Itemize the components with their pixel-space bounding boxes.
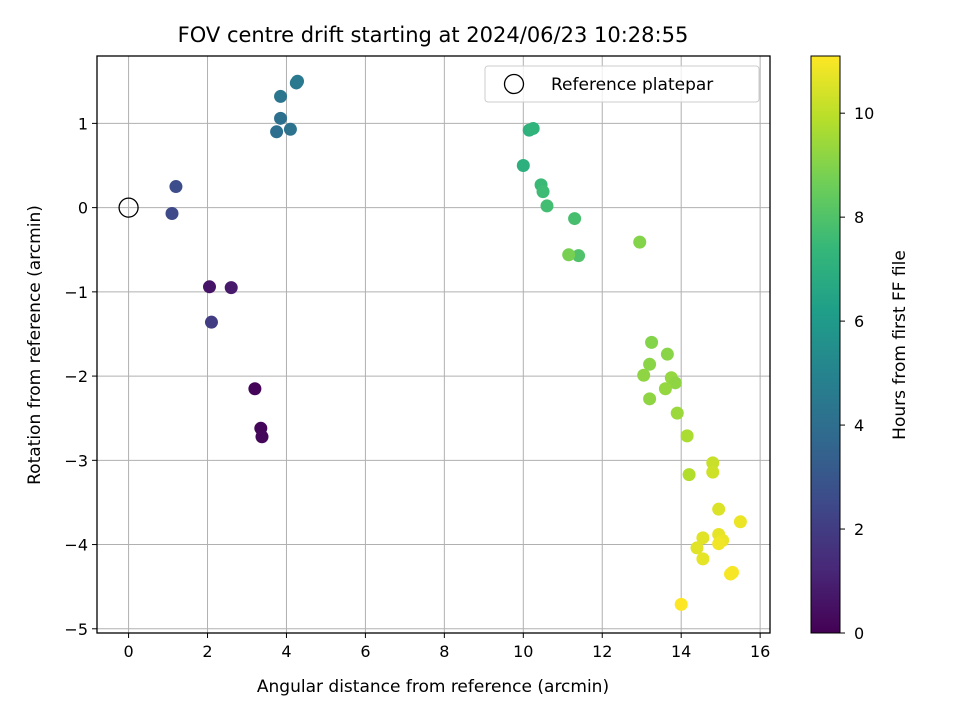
data-point bbox=[572, 249, 586, 263]
data-point bbox=[526, 121, 540, 135]
data-points bbox=[118, 74, 747, 611]
data-point bbox=[562, 248, 576, 262]
data-point bbox=[733, 515, 747, 529]
colorbar-scale bbox=[810, 55, 841, 634]
data-point bbox=[696, 531, 710, 545]
data-point bbox=[169, 180, 183, 194]
data-point bbox=[255, 430, 269, 444]
data-point bbox=[165, 207, 179, 221]
y-tick-label: −3 bbox=[64, 451, 88, 470]
plot-frame bbox=[96, 55, 771, 634]
data-point bbox=[633, 235, 647, 249]
data-point bbox=[516, 159, 530, 173]
data-point bbox=[204, 315, 218, 329]
y-axis-label: Rotation from reference (arcmin) bbox=[25, 205, 45, 485]
colorbar-tick-label: 2 bbox=[854, 520, 864, 539]
data-point bbox=[643, 392, 657, 406]
data-point bbox=[202, 280, 216, 294]
data-point bbox=[682, 468, 696, 482]
x-tick-label: 8 bbox=[439, 642, 449, 661]
x-tick-label: 14 bbox=[671, 642, 691, 661]
colorbar-tick-label: 4 bbox=[854, 416, 864, 435]
y-tick-label: 0 bbox=[78, 199, 88, 218]
data-point bbox=[660, 347, 674, 361]
x-tick-label: 0 bbox=[123, 642, 133, 661]
data-point bbox=[658, 382, 672, 396]
y-tick-label: −5 bbox=[64, 620, 88, 639]
data-point bbox=[274, 111, 288, 125]
x-tick-label: 16 bbox=[750, 642, 770, 661]
x-tick-label: 6 bbox=[360, 642, 370, 661]
data-point bbox=[643, 357, 657, 371]
colorbar-tick-label: 8 bbox=[854, 208, 864, 227]
data-point bbox=[637, 368, 651, 382]
legend: Reference platepar bbox=[484, 65, 760, 103]
grid bbox=[97, 56, 770, 633]
x-tick-label: 12 bbox=[592, 642, 612, 661]
x-tick-label: 10 bbox=[513, 642, 533, 661]
data-point bbox=[248, 382, 262, 396]
legend-marker-reference bbox=[503, 73, 525, 95]
data-point bbox=[706, 456, 720, 470]
colorbar-tick-label: 0 bbox=[854, 624, 864, 643]
data-point bbox=[645, 335, 659, 349]
data-point bbox=[291, 74, 305, 88]
data-point bbox=[270, 125, 284, 139]
data-point bbox=[668, 376, 682, 390]
data-point bbox=[674, 597, 688, 611]
colorbar-ticks: 0 2 4 6 8 10 bbox=[840, 104, 874, 643]
legend-box bbox=[484, 65, 760, 103]
data-point bbox=[540, 199, 554, 213]
data-point bbox=[696, 552, 710, 566]
data-point bbox=[680, 429, 694, 443]
data-point bbox=[706, 465, 720, 479]
data-point bbox=[712, 502, 726, 516]
data-point bbox=[224, 281, 238, 295]
colorbar-tick-label: 10 bbox=[854, 104, 874, 123]
legend-label-reference: Reference platepar bbox=[551, 75, 713, 95]
y-tick-label: −2 bbox=[64, 367, 88, 386]
data-point bbox=[690, 541, 704, 555]
x-axis-label: Angular distance from reference (arcmin) bbox=[257, 677, 609, 697]
colorbar-label: Hours from first FF file bbox=[890, 250, 910, 440]
colorbar: 0 2 4 6 8 10 Hours from first FF file bbox=[810, 55, 910, 643]
reference-platepar-marker bbox=[118, 197, 139, 218]
y-axis-ticks: 1 0 −1 −2 −3 −4 −5 bbox=[64, 114, 97, 639]
chart-title: FOV centre drift starting at 2024/06/23 … bbox=[178, 23, 689, 47]
data-point bbox=[670, 406, 684, 420]
y-tick-label: 1 bbox=[78, 114, 88, 133]
data-point bbox=[712, 537, 726, 551]
colorbar-tick-label: 6 bbox=[854, 312, 864, 331]
x-tick-label: 2 bbox=[202, 642, 212, 661]
data-point bbox=[536, 185, 550, 199]
y-tick-label: −4 bbox=[64, 536, 88, 555]
data-point bbox=[274, 89, 288, 103]
x-tick-label: 4 bbox=[281, 642, 291, 661]
data-point bbox=[568, 212, 582, 226]
data-point bbox=[724, 567, 738, 581]
y-tick-label: −1 bbox=[64, 283, 88, 302]
data-point bbox=[283, 122, 297, 136]
x-axis-ticks: 0 2 4 6 8 10 12 14 16 bbox=[123, 633, 770, 661]
